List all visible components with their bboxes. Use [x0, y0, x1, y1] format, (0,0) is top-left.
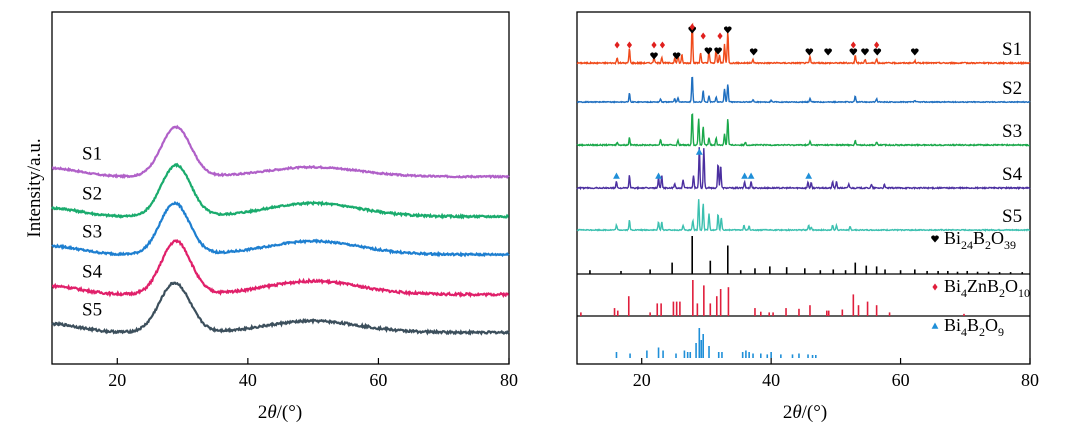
diamond-peak-marker — [874, 41, 880, 49]
left-x-axis-label-prefix: 2 — [258, 402, 268, 423]
diamond-peak-marker — [689, 23, 695, 31]
heart-peak-marker — [724, 26, 732, 34]
right-series-label-s3: S3 — [1002, 121, 1022, 142]
right-x-tick-label: 20 — [633, 370, 651, 390]
left-series-s5 — [51, 281, 510, 336]
heart-peak-marker — [873, 48, 882, 56]
left-series-label-s5: S5 — [82, 299, 102, 320]
left-x-axis-label: 2θ/(°) — [258, 402, 302, 423]
right-series-s3 — [576, 113, 1031, 148]
right-series-s4 — [576, 147, 1031, 191]
right-series-s1 — [576, 22, 1031, 66]
left-series-label-s2: S2 — [82, 183, 102, 204]
left-chart: S1 S2 S3 S4 S5 20 40 60 80 Intensity/a.u. 2θ/(°… — [24, 11, 518, 423]
right-x-axis-label-suffix: /(°) — [802, 402, 828, 423]
left-y-axis-label: Intensity/a.u. — [24, 138, 45, 237]
left-x-tick-label: 20 — [108, 370, 126, 390]
right-x-tick-label: 80 — [1021, 370, 1039, 390]
right-series-s2 — [577, 76, 1031, 104]
triangle-peak-marker — [695, 148, 703, 155]
right-x-axis-label-prefix: 2 — [783, 402, 793, 423]
right-series-label-s4: S4 — [1002, 164, 1023, 185]
heart-peak-marker — [861, 48, 869, 56]
heart-legend-icon — [931, 235, 939, 243]
diamond-peak-marker — [614, 41, 620, 49]
left-series-s1 — [51, 124, 510, 180]
right-series-s5 — [576, 199, 1031, 232]
left-series-label-s3: S3 — [82, 221, 102, 242]
diamond-peak-marker — [700, 32, 706, 40]
diamond-peak-marker — [850, 41, 856, 49]
right-chart: Bi24B2O39 Bi4ZnB2O10 Bi4B2O9 S1 S2 S3 S4 S5 20… — [576, 11, 1039, 423]
left-series-s2 — [51, 162, 509, 220]
left-series-label-s1: S1 — [82, 144, 102, 165]
triangle-peak-marker — [805, 172, 813, 179]
heart-peak-marker — [849, 48, 858, 56]
diamond-legend-icon — [932, 283, 938, 291]
left-series-s4 — [51, 239, 509, 299]
left-x-tick-label: 60 — [369, 370, 387, 390]
right-x-tick-label: 60 — [892, 370, 910, 390]
heart-peak-marker — [749, 48, 758, 56]
heart-peak-marker — [824, 48, 832, 56]
diamond-peak-marker — [626, 41, 633, 49]
left-x-tick-label: 40 — [239, 370, 257, 390]
reference-legend-bi4b2o9: Bi4B2O9 — [944, 315, 1004, 339]
heart-peak-marker — [911, 48, 919, 56]
right-x-tick-label: 40 — [762, 370, 780, 390]
right-series-label-s1: S1 — [1002, 39, 1022, 60]
heart-peak-marker — [704, 47, 713, 55]
triangle-peak-marker — [747, 172, 755, 179]
triangle-peak-marker — [741, 172, 749, 179]
heart-peak-marker — [650, 52, 658, 60]
right-series-label-s5: S5 — [1002, 206, 1022, 227]
right-x-axis-label: 2θ/(°) — [783, 402, 827, 423]
reference-legend-bi4znb2o10: Bi4ZnB2O10 — [944, 276, 1030, 300]
right-series-label-s2: S2 — [1002, 78, 1022, 99]
diamond-peak-marker — [659, 41, 666, 49]
reference-legend-bi24b2o39: Bi24B2O39 — [944, 228, 1016, 252]
left-series-s3 — [51, 200, 510, 258]
diamond-peak-marker — [651, 41, 657, 49]
left-series-label-s4: S4 — [82, 261, 103, 282]
heart-peak-marker — [714, 47, 722, 55]
left-plot-frame — [51, 11, 510, 365]
triangle-legend-icon — [931, 322, 939, 329]
heart-peak-marker — [672, 52, 681, 60]
left-x-axis-label-suffix: /(°) — [277, 402, 303, 423]
right-x-axis-label-theta: θ — [792, 402, 801, 423]
left-x-axis-label-theta: θ — [267, 402, 276, 423]
left-x-tick-label: 80 — [500, 370, 518, 390]
triangle-peak-marker — [655, 172, 662, 179]
heart-peak-marker — [805, 48, 814, 56]
triangle-peak-marker — [613, 172, 620, 179]
diamond-peak-marker — [717, 32, 723, 40]
